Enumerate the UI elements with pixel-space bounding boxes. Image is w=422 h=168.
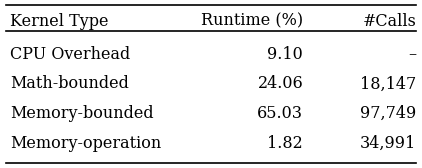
Text: –: – (408, 46, 417, 63)
Text: Kernel Type: Kernel Type (10, 13, 108, 30)
Text: 65.03: 65.03 (257, 105, 303, 122)
Text: Runtime (%): Runtime (%) (201, 13, 303, 30)
Text: Math-bounded: Math-bounded (10, 75, 129, 93)
Text: Memory-bounded: Memory-bounded (10, 105, 154, 122)
Text: 1.82: 1.82 (268, 135, 303, 152)
Text: Memory-operation: Memory-operation (10, 135, 161, 152)
Text: 97,749: 97,749 (360, 105, 417, 122)
Text: CPU Overhead: CPU Overhead (10, 46, 130, 63)
Text: 34,991: 34,991 (360, 135, 417, 152)
Text: 9.10: 9.10 (268, 46, 303, 63)
Text: 24.06: 24.06 (257, 75, 303, 93)
Text: #Calls: #Calls (362, 13, 417, 30)
Text: 18,147: 18,147 (360, 75, 417, 93)
